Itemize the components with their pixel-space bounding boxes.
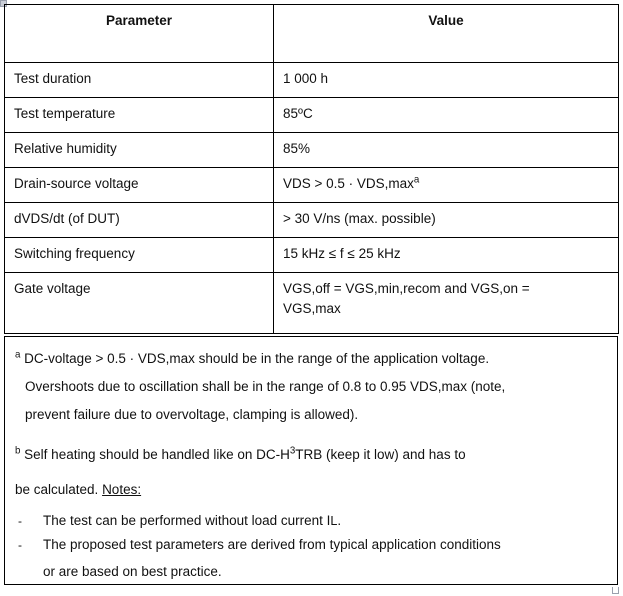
cell-parameter-test-temperature: Test temperature	[4, 96, 274, 133]
cell-value-drain-source-voltage-text: VDS > 0.5 · VDS,max	[283, 175, 414, 191]
cell-parameter-switching-frequency: Switching frequency	[4, 236, 274, 273]
list-item: - The test can be performed without load…	[15, 510, 607, 533]
cell-parameter-relative-humidity: Relative humidity	[4, 131, 274, 168]
footnote-b-text-after-superscript: TRB (keep it low) and has to	[295, 447, 466, 463]
table-row: Gate voltage VGS,off = VGS,min,recom and…	[4, 271, 619, 334]
list-item: - The proposed test parameters are deriv…	[15, 534, 607, 586]
cell-value-gate-voltage-line1: VGS,off = VGS,min,recom and VGS,on =	[283, 280, 530, 296]
note-item-1-main: The test can be performed without load c…	[43, 513, 331, 529]
column-header-parameter-label: Parameter	[105, 13, 173, 28]
footnote-a-line-3: prevent failure due to overvoltage, clam…	[25, 407, 359, 423]
footnote-marker-b: b	[15, 445, 21, 457]
cell-value-gate-voltage: VGS,off = VGS,min,recom and VGS,on = VGS…	[273, 271, 619, 334]
notes-label: Notes:	[102, 481, 142, 497]
cell-value-drain-source-voltage: VDS > 0.5 · VDS,maxa	[273, 166, 619, 203]
footnote-b-line-2-text: be calculated.	[15, 481, 103, 497]
cell-value-switching-frequency: 15 kHz ≤ f ≤ 25 kHz	[273, 236, 619, 273]
footnotes-and-notes-block: a DC-voltage > 0.5 · VDS,max should be i…	[4, 336, 618, 585]
note-item-1-suffix: .	[337, 513, 342, 529]
bullet-dash-icon: -	[18, 537, 22, 552]
cell-parameter-dvds-dt: dVDS/dt (of DUT)	[4, 201, 274, 238]
note-item-1-subscript-l: L	[330, 514, 338, 529]
cell-value-dvds-dt: > 30 V/ns (max. possible)	[273, 201, 619, 238]
note-item-2-continuation: or are based on best practice.	[43, 563, 222, 579]
cell-value-gate-voltage-line2: VGS,max	[283, 301, 341, 317]
parameter-table: Parameter Value Test duration 1 000 h Te…	[4, 4, 619, 334]
table-row: Switching frequency 15 kHz ≤ f ≤ 25 kHz	[4, 236, 619, 273]
note-item-2-main: The proposed test parameters are derived…	[43, 536, 501, 552]
cell-parameter-test-duration: Test duration	[4, 62, 274, 98]
footnote-a-line-2: Overshoots due to oscillation shall be i…	[25, 379, 506, 395]
cell-value-test-duration: 1 000 h	[273, 62, 619, 98]
table-row: Test temperature 85ºC	[4, 96, 619, 133]
table-row: Drain-source voltage VDS > 0.5 · VDS,max…	[4, 166, 619, 203]
footnote-ref-a: a	[413, 174, 420, 186]
footnote-b-text-before-superscript: Self heating should be handled like on D…	[24, 447, 290, 463]
cell-value-relative-humidity: 85%	[273, 131, 619, 168]
note-item-1-text: The test can be performed without load c…	[43, 510, 607, 533]
footnote-a-line-1: DC-voltage > 0.5 · VDS,max should be in …	[24, 351, 490, 366]
bullet-dash-icon: -	[18, 514, 22, 529]
footnote-b-superscript-three: 3	[289, 445, 296, 457]
table-header-row: Parameter Value	[4, 4, 619, 63]
table-row: dVDS/dt (of DUT) > 30 V/ns (max. possibl…	[4, 201, 619, 238]
column-header-value-label: Value	[428, 13, 464, 28]
table-row: Test duration 1 000 h	[4, 62, 619, 98]
table-row: Relative humidity 85%	[4, 131, 619, 168]
footnote-b: b Self heating should be handled like on…	[15, 438, 607, 507]
footnote-marker-a: a	[15, 349, 21, 361]
cell-parameter-drain-source-voltage: Drain-source voltage	[4, 166, 274, 203]
table-resize-handle-bottom-right[interactable]	[612, 587, 619, 594]
cell-parameter-gate-voltage: Gate voltage	[4, 271, 274, 334]
footnote-a: a DC-voltage > 0.5 · VDS,max should be i…	[15, 344, 607, 429]
note-item-2-text: The proposed test parameters are derived…	[43, 534, 607, 586]
column-header-value: Value	[273, 4, 619, 63]
footnote-b-line-2: be calculated. Notes:	[15, 473, 607, 507]
cell-value-test-temperature: 85ºC	[273, 96, 619, 133]
table-select-handle-top-left[interactable]	[0, 0, 7, 7]
notes-list: - The test can be performed without load…	[15, 510, 607, 586]
column-header-parameter: Parameter	[4, 4, 274, 63]
